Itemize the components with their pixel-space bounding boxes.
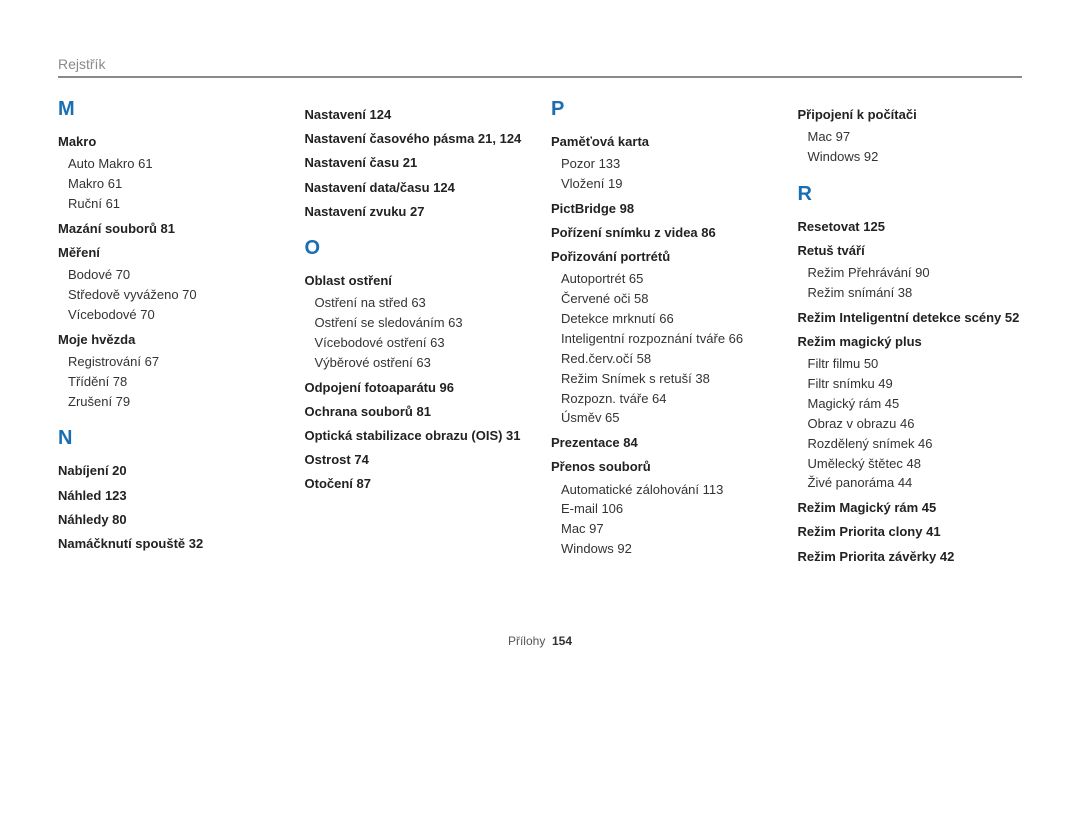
- index-letter: P: [551, 98, 776, 121]
- index-entry[interactable]: Režim magický plus: [798, 333, 1023, 351]
- index-subentries: Auto Makro 61Makro 61Ruční 61: [58, 155, 283, 214]
- index-entry[interactable]: Režim Inteligentní detekce scény 52: [798, 309, 1023, 327]
- index-subentry[interactable]: Středově vyváženo 70: [68, 286, 283, 305]
- index-subentry[interactable]: Inteligentní rozpoznání tváře 66: [561, 330, 776, 349]
- index-subentry[interactable]: Autoportrét 65: [561, 270, 776, 289]
- index-entry[interactable]: Nastavení data/času 124: [305, 179, 530, 197]
- index-subentry[interactable]: Režim snímání 38: [808, 284, 1023, 303]
- index-letter: N: [58, 427, 283, 450]
- footer-label: Přílohy: [508, 634, 545, 648]
- index-subentries: Režim Přehrávání 90Režim snímání 38: [798, 264, 1023, 303]
- index-entry[interactable]: Pořizování portrétů: [551, 248, 776, 266]
- index-columns: M Makro Auto Makro 61Makro 61Ruční 61 Mazán…: [58, 98, 1022, 570]
- index-entry[interactable]: Náhledy 80: [58, 511, 283, 529]
- index-column: Připojení k počítači Mac 97Windows 92 R Res…: [798, 98, 1023, 570]
- index-subentry[interactable]: Windows 92: [808, 148, 1023, 167]
- index-entry[interactable]: Náhled 123: [58, 487, 283, 505]
- index-column: M Makro Auto Makro 61Makro 61Ruční 61 Mazán…: [58, 98, 283, 570]
- index-subentries: Autoportrét 65Červené oči 58Detekce mrkn…: [551, 270, 776, 428]
- index-subentries: Registrování 67Třídění 78Zrušení 79: [58, 353, 283, 412]
- index-subentry[interactable]: Obraz v obrazu 46: [808, 415, 1023, 434]
- index-entry[interactable]: Paměťová karta: [551, 133, 776, 151]
- index-subentry[interactable]: Ostření na střed 63: [315, 294, 530, 313]
- index-subentry[interactable]: Automatické zálohování 113: [561, 481, 776, 500]
- index-entry[interactable]: Optická stabilizace obrazu (OIS) 31: [305, 427, 530, 445]
- index-subentry[interactable]: Vložení 19: [561, 175, 776, 194]
- index-entry[interactable]: Nastavení zvuku 27: [305, 203, 530, 221]
- index-entry[interactable]: Oblast ostření: [305, 272, 530, 290]
- index-subentry[interactable]: Třídění 78: [68, 373, 283, 392]
- index-subentry[interactable]: Pozor 133: [561, 155, 776, 174]
- index-entry[interactable]: Moje hvězda: [58, 331, 283, 349]
- index-subentry[interactable]: Makro 61: [68, 175, 283, 194]
- footer-page-number: 154: [552, 634, 572, 648]
- index-subentry[interactable]: Windows 92: [561, 540, 776, 559]
- index-entry[interactable]: Režim Priorita závěrky 42: [798, 548, 1023, 566]
- index-entry[interactable]: Režim Priorita clony 41: [798, 523, 1023, 541]
- index-letter: O: [305, 237, 530, 260]
- index-entry[interactable]: Prezentace 84: [551, 434, 776, 452]
- index-entry[interactable]: Resetovat 125: [798, 218, 1023, 236]
- index-subentry[interactable]: E-mail 106: [561, 500, 776, 519]
- index-subentry[interactable]: Rozdělený snímek 46: [808, 435, 1023, 454]
- index-letter: R: [798, 183, 1023, 206]
- index-entry[interactable]: Otočení 87: [305, 475, 530, 493]
- index-entry[interactable]: Nabíjení 20: [58, 462, 283, 480]
- index-entry[interactable]: Retuš tváří: [798, 242, 1023, 260]
- index-subentry[interactable]: Filtr snímku 49: [808, 375, 1023, 394]
- index-entry[interactable]: Nastavení 124: [305, 106, 530, 124]
- index-entry[interactable]: Pořízení snímku z videa 86: [551, 224, 776, 242]
- index-column: P Paměťová karta Pozor 133Vložení 19 PictBr…: [551, 98, 776, 570]
- index-letter: M: [58, 98, 283, 121]
- index-subentry[interactable]: Živé panoráma 44: [808, 474, 1023, 493]
- index-subentries: Mac 97Windows 92: [798, 128, 1023, 167]
- index-entry[interactable]: Připojení k počítači: [798, 106, 1023, 124]
- index-entry[interactable]: Režim Magický rám 45: [798, 499, 1023, 517]
- index-subentry[interactable]: Úsměv 65: [561, 409, 776, 428]
- index-subentry[interactable]: Bodové 70: [68, 266, 283, 285]
- index-entry[interactable]: Odpojení fotoaparátu 96: [305, 379, 530, 397]
- index-entry[interactable]: Ochrana souborů 81: [305, 403, 530, 421]
- index-subentry[interactable]: Magický rám 45: [808, 395, 1023, 414]
- index-subentry[interactable]: Filtr filmu 50: [808, 355, 1023, 374]
- index-entry[interactable]: Nastavení času 21: [305, 154, 530, 172]
- index-entry[interactable]: Nastavení časového pásma 21, 124: [305, 130, 530, 148]
- index-entry[interactable]: Mazání souborů 81: [58, 220, 283, 238]
- index-subentry[interactable]: Registrování 67: [68, 353, 283, 372]
- index-subentries: Filtr filmu 50Filtr snímku 49Magický rám…: [798, 355, 1023, 493]
- index-subentry[interactable]: Detekce mrknutí 66: [561, 310, 776, 329]
- index-subentries: Ostření na střed 63Ostření se sledováním…: [305, 294, 530, 372]
- index-subentry[interactable]: Rozpozn. tváře 64: [561, 390, 776, 409]
- index-column: Nastavení 124 Nastavení časového pásma 21…: [305, 98, 530, 570]
- page-footer: Přílohy 154: [58, 634, 1022, 648]
- index-subentries: Bodové 70Středově vyváženo 70Vícebodové …: [58, 266, 283, 325]
- index-subentry[interactable]: Red.červ.očí 58: [561, 350, 776, 369]
- index-subentries: Automatické zálohování 113E-mail 106Mac …: [551, 481, 776, 559]
- index-subentry[interactable]: Ostření se sledováním 63: [315, 314, 530, 333]
- index-entry[interactable]: Měření: [58, 244, 283, 262]
- index-page: Rejstřík M Makro Auto Makro 61Makro 61Ručn…: [0, 0, 1080, 676]
- index-subentry[interactable]: Výběrové ostření 63: [315, 354, 530, 373]
- index-entry[interactable]: PictBridge 98: [551, 200, 776, 218]
- index-subentry[interactable]: Umělecký štětec 48: [808, 455, 1023, 474]
- index-subentry[interactable]: Mac 97: [808, 128, 1023, 147]
- index-subentry[interactable]: Auto Makro 61: [68, 155, 283, 174]
- index-entry[interactable]: Makro: [58, 133, 283, 151]
- index-subentry[interactable]: Červené oči 58: [561, 290, 776, 309]
- index-entry[interactable]: Přenos souborů: [551, 458, 776, 476]
- index-subentry[interactable]: Režim Přehrávání 90: [808, 264, 1023, 283]
- index-subentry[interactable]: Zrušení 79: [68, 393, 283, 412]
- index-subentry[interactable]: Ruční 61: [68, 195, 283, 214]
- index-entry[interactable]: Ostrost 74: [305, 451, 530, 469]
- page-header: Rejstřík: [58, 56, 1022, 78]
- index-entry[interactable]: Namáčknutí spouště 32: [58, 535, 283, 553]
- index-subentries: Pozor 133Vložení 19: [551, 155, 776, 194]
- index-subentry[interactable]: Mac 97: [561, 520, 776, 539]
- index-subentry[interactable]: Režim Snímek s retuší 38: [561, 370, 776, 389]
- index-subentry[interactable]: Vícebodové 70: [68, 306, 283, 325]
- index-subentry[interactable]: Vícebodové ostření 63: [315, 334, 530, 353]
